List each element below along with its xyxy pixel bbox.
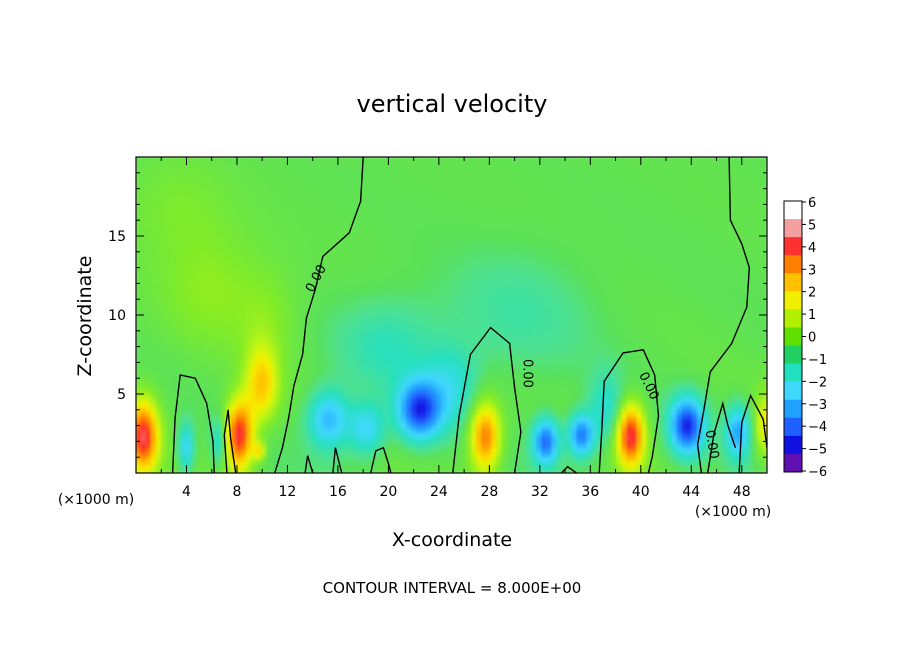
colorbar-tick-label: 2 [808, 286, 816, 301]
chart-title: vertical velocity [357, 90, 548, 118]
zero-contour-line [598, 349, 660, 473]
y-tick-label: 15 [108, 229, 126, 245]
x-tick-label: 28 [480, 484, 498, 500]
colorbar-swatch [784, 417, 802, 437]
zero-contour-line [370, 446, 392, 473]
colorbar-tick-label: −1 [808, 353, 827, 368]
y-units-label: (×1000 m) [58, 492, 134, 508]
colorbar-tick-label: 1 [808, 308, 816, 323]
x-tick-label: 16 [329, 484, 347, 500]
colorbar-swatch [784, 273, 802, 292]
x-tick-label: 32 [531, 484, 549, 500]
zero-contour-line [707, 400, 737, 473]
colorbar-swatch [784, 309, 802, 328]
zero-contour-line [738, 393, 767, 473]
x-tick-label: 12 [279, 484, 297, 500]
colorbar-tick-label: 6 [808, 196, 816, 211]
colorbar-swatch [784, 381, 802, 401]
colorbar-tick-label: −3 [808, 398, 827, 413]
x-tick-label: 44 [682, 484, 700, 500]
colorbar-tick-label: −6 [808, 465, 827, 480]
colorbar-tick-label: 3 [808, 263, 816, 278]
zero-contour-line [223, 409, 237, 473]
colorbar-tick-label: −5 [808, 443, 827, 458]
contour-interval-note: CONTOUR INTERVAL = 8.000E+00 [323, 579, 582, 597]
colorbar-tick-label: −4 [808, 420, 827, 435]
x-tick-label: 8 [232, 484, 241, 500]
x-tick-label: 4 [182, 484, 191, 500]
colorbar-swatch [784, 201, 802, 220]
colorbar-tick-label: 4 [808, 241, 816, 256]
zero-contour-line [304, 455, 314, 473]
x-tick-label: 40 [632, 484, 650, 500]
colorbar-swatch [784, 237, 802, 256]
y-axis: 5 10 15 [108, 172, 767, 458]
colorbar-swatch [784, 291, 802, 310]
colorbar-swatch [784, 345, 802, 364]
x-tick-label: 48 [733, 484, 751, 500]
zero-contour-line [332, 447, 343, 473]
x-tick-label: 20 [379, 484, 397, 500]
x-units-label: (×1000 m) [695, 504, 771, 520]
x-tick-label: 36 [581, 484, 599, 500]
colorbar-tick-label: 0 [808, 331, 816, 346]
colorbar-swatch [784, 327, 802, 346]
contour-label: 0.00 [520, 359, 535, 388]
colorbar-swatch [784, 255, 802, 274]
zero-contour-line [274, 157, 364, 473]
zero-contour-line [696, 157, 751, 473]
colorbar-swatch [784, 363, 802, 382]
colorbar-tick-label: 5 [808, 218, 816, 233]
plot-field: 0.000.00 0.000.00 [136, 157, 767, 473]
contour-label: 0.00 [702, 429, 722, 460]
colorbar-swatch [784, 219, 802, 238]
colorbar: 6 5 4 3 2 1 0 −1 −2 −3 −4 −5 −6 [783, 196, 827, 480]
colorbar-swatch [784, 399, 802, 419]
x-tick-label: 24 [430, 484, 448, 500]
colorbar-tick-label: −2 [808, 375, 827, 390]
x-axis-label: X-coordinate [392, 529, 512, 551]
y-axis-label: Z-coordinate [74, 256, 96, 377]
zero-contour-line [560, 465, 577, 473]
y-tick-label: 10 [108, 308, 126, 324]
colorbar-swatch [784, 453, 802, 473]
colorbar-swatch [784, 435, 802, 455]
x-axis: 4 8 12 16 20 24 28 32 36 40 44 48 [160, 157, 751, 500]
zero-contour-line [452, 326, 522, 473]
y-tick-label: 5 [117, 387, 126, 403]
zero-contour-line [171, 374, 215, 473]
